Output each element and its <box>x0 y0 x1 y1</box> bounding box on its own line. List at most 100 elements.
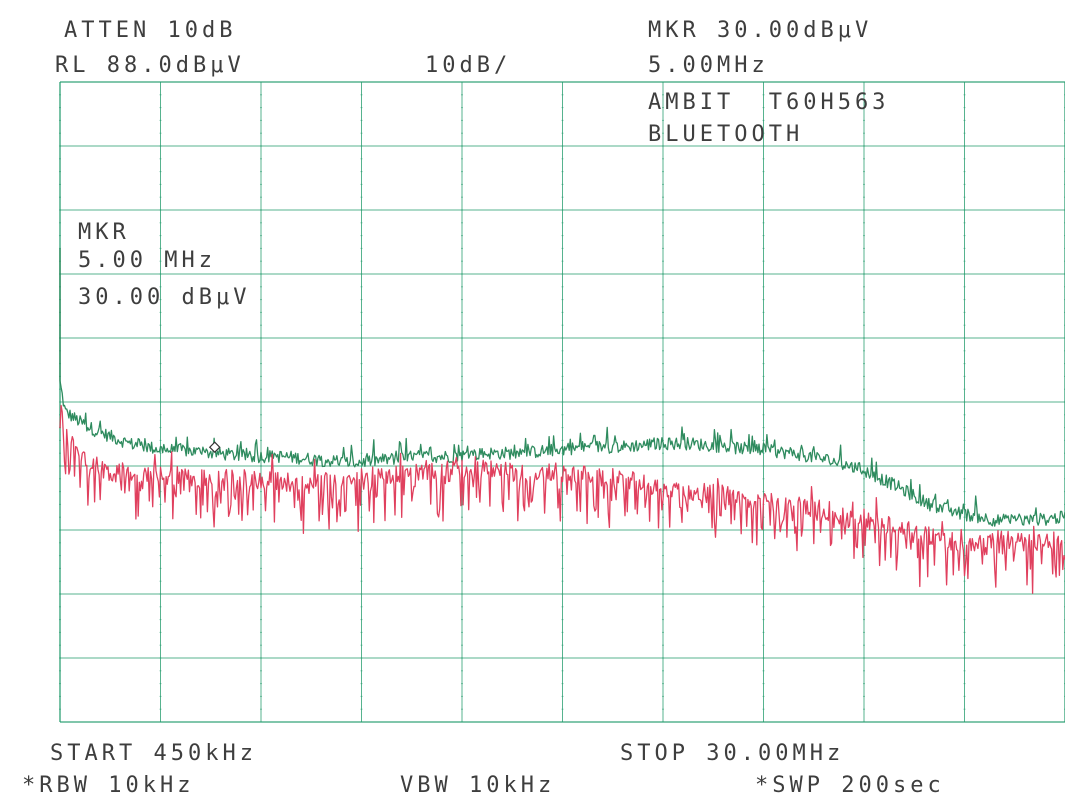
grid-minor-tick <box>863 670 865 672</box>
grid-minor-tick <box>662 401 664 403</box>
grid-minor-tick <box>863 657 865 659</box>
grid-minor-tick <box>762 158 765 160</box>
grid-minor-tick <box>662 273 664 275</box>
grid-minor-tick <box>461 593 463 595</box>
grid-minor-tick <box>662 119 664 121</box>
grid-minor-tick <box>59 478 61 480</box>
grid-minor-tick <box>461 555 463 557</box>
grid-minor-tick <box>360 503 363 505</box>
grid-minor-tick <box>461 132 463 134</box>
grid-minor-tick <box>159 452 162 454</box>
grid-minor-tick <box>662 683 664 685</box>
grid-minor-tick <box>762 631 765 633</box>
grid-minor-tick <box>662 260 664 262</box>
grid-minor-tick <box>360 235 363 237</box>
grid-minor-tick <box>561 503 564 505</box>
grid-minor-tick <box>360 708 363 710</box>
grid-minor-tick <box>762 235 765 237</box>
grid-minor-tick <box>963 478 966 480</box>
grid-minor-tick <box>59 107 61 109</box>
grid-minor-tick <box>360 452 363 454</box>
grid-minor-tick <box>360 414 363 416</box>
grid-minor-tick <box>59 119 61 121</box>
grid-minor-tick <box>762 247 765 249</box>
grid-minor-tick <box>159 631 162 633</box>
grid-minor-tick <box>159 555 162 557</box>
grid-minor-tick <box>863 619 865 621</box>
grid-minor-tick <box>159 235 162 237</box>
grid-minor-tick <box>461 158 463 160</box>
grid-minor-tick <box>662 311 664 313</box>
grid-minor-tick <box>762 145 765 147</box>
grid-minor-tick <box>561 247 564 249</box>
grid-minor-tick <box>662 183 664 185</box>
grid-minor-tick <box>561 580 564 582</box>
grid-minor-tick <box>561 94 564 96</box>
grid-minor-tick <box>762 209 765 211</box>
grid-minor-tick <box>260 516 262 518</box>
grid-minor-tick <box>159 183 162 185</box>
grid-minor-tick <box>461 631 463 633</box>
grid-minor-tick <box>963 273 966 275</box>
grid-minor-tick <box>963 427 966 429</box>
grid-minor-tick <box>561 145 564 147</box>
grid-minor-tick <box>159 171 162 173</box>
grid-minor-tick <box>461 491 463 493</box>
grid-minor-tick <box>159 593 162 595</box>
trace-series-1 <box>59 248 1065 527</box>
grid-minor-tick <box>561 324 564 326</box>
grid-minor-tick <box>561 311 564 313</box>
grid-minor-tick <box>159 695 162 697</box>
grid-minor-tick <box>963 350 966 352</box>
grid-minor-tick <box>863 209 865 211</box>
device-type-label: BLUETOOTH <box>648 122 804 147</box>
grid-minor-tick <box>762 465 765 467</box>
grid-minor-tick <box>260 631 262 633</box>
grid-minor-tick <box>360 132 363 134</box>
grid-minor-tick <box>159 209 162 211</box>
grid-minor-tick <box>260 567 262 569</box>
grid-minor-tick <box>963 542 966 544</box>
grid-minor-tick <box>863 196 865 198</box>
grid-minor-tick <box>662 567 664 569</box>
grid-minor-tick <box>561 516 564 518</box>
grid-minor-tick <box>863 542 865 544</box>
grid-minor-tick <box>963 401 966 403</box>
grid-minor-tick <box>260 375 262 377</box>
grid-minor-tick <box>260 401 262 403</box>
grid-minor-tick <box>260 644 262 646</box>
grid-minor-tick <box>963 324 966 326</box>
grid-minor-tick <box>662 145 664 147</box>
marker-freq-readout: 5.00MHz <box>648 53 769 78</box>
grid-minor-tick <box>762 363 765 365</box>
grid-minor-tick <box>963 337 966 339</box>
grid-minor-tick <box>963 158 966 160</box>
grid-minor-tick <box>159 196 162 198</box>
grid-minor-tick <box>762 107 765 109</box>
grid-minor-tick <box>59 452 61 454</box>
grid-minor-tick <box>59 222 61 224</box>
grid-minor-tick <box>159 516 162 518</box>
grid-minor-tick <box>260 427 262 429</box>
grid-minor-tick <box>360 516 363 518</box>
grid-minor-tick <box>863 260 865 262</box>
grid-minor-tick <box>762 427 765 429</box>
grid-minor-tick <box>360 580 363 582</box>
grid-minor-tick <box>360 350 363 352</box>
grid-minor-tick <box>461 119 463 121</box>
grid-minor-tick <box>360 427 363 429</box>
grid-minor-tick <box>762 580 765 582</box>
grid-minor-tick <box>762 286 765 288</box>
grid-minor-tick <box>159 491 162 493</box>
marker-box-freq: 5.00 MHz <box>78 248 216 273</box>
grid-minor-tick <box>561 158 564 160</box>
marker-readout: MKR 30.00dBμV <box>648 18 873 43</box>
grid-minor-tick <box>863 183 865 185</box>
grid-minor-tick <box>863 273 865 275</box>
grid-minor-tick <box>863 695 865 697</box>
grid-minor-tick <box>863 452 865 454</box>
grid-minor-tick <box>360 299 363 301</box>
grid-minor-tick <box>863 375 865 377</box>
grid-minor-tick <box>561 657 564 659</box>
